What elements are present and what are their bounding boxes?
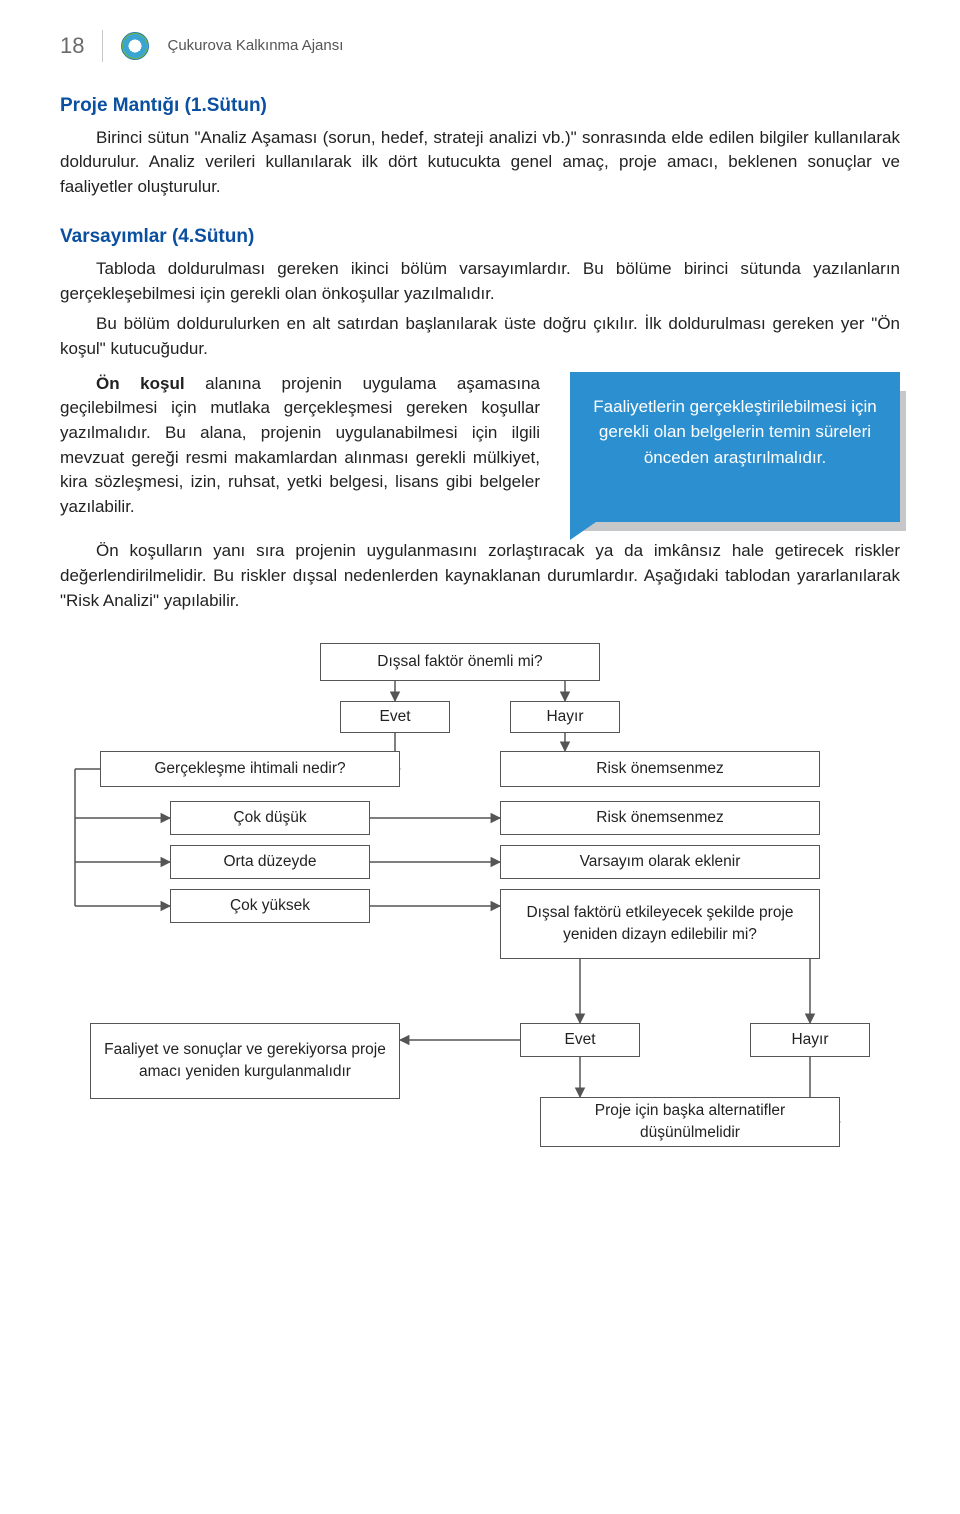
page-header: 18 Çukurova Kalkınma Ajansı <box>60 30 900 62</box>
flow-box-risk2: Risk önemsenmez <box>500 801 820 835</box>
callout-box: Faaliyetlerin gerçekleştirilebilmesi içi… <box>570 372 900 526</box>
risk-flowchart: Dışsal faktör önemli mi? Evet Hayır Gerçekl… <box>60 643 900 1183</box>
flow-box-hayir1: Hayır <box>510 701 620 733</box>
flow-box-q_redesign: Dışsal faktörü etkileyecek şekilde proje… <box>500 889 820 959</box>
section2-paragraph-1: Tabloda doldurulması gereken ikinci bölü… <box>60 257 900 306</box>
section-title-1: Proje Mantığı (1.Sütun) <box>60 92 900 120</box>
header-divider <box>102 30 103 62</box>
section2-paragraph-2: Bu bölüm doldurulurken en alt satırdan b… <box>60 312 900 361</box>
flow-box-q_top: Dışsal faktör önemli mi? <box>320 643 600 681</box>
after-columns-paragraph: Ön koşulların yanı sıra projenin uygulan… <box>60 539 900 613</box>
flow-box-risk1: Risk önemsenmez <box>500 751 820 787</box>
left-column-paragraph: Ön koşul alanına projenin uygulama aşama… <box>60 372 540 520</box>
flow-box-evet1: Evet <box>340 701 450 733</box>
flow-box-faal: Faaliyet ve sonuçlar ve gerekiyorsa proj… <box>90 1023 400 1099</box>
section-title-2: Varsayımlar (4.Sütun) <box>60 223 900 251</box>
flow-box-cd: Çok düşük <box>170 801 370 835</box>
callout-text: Faaliyetlerin gerçekleştirilebilmesi içi… <box>570 372 900 522</box>
flow-box-q_left: Gerçekleşme ihtimali nedir? <box>100 751 400 787</box>
flow-box-od: Orta düzeyde <box>170 845 370 879</box>
flow-box-alt: Proje için başka alternatifler düşünülme… <box>540 1097 840 1147</box>
bold-lead: Ön koşul <box>96 374 185 393</box>
agency-logo-icon <box>121 32 149 60</box>
flow-box-evet2: Evet <box>520 1023 640 1057</box>
flow-box-hayir2: Hayır <box>750 1023 870 1057</box>
flow-box-cy: Çok yüksek <box>170 889 370 923</box>
left-rest: alanına projenin uygulama aşamasına geçi… <box>60 374 540 516</box>
agency-name: Çukurova Kalkınma Ajansı <box>167 35 343 57</box>
flow-box-vars: Varsayım olarak eklenir <box>500 845 820 879</box>
section1-paragraph: Birinci sütun "Analiz Aşaması (sorun, he… <box>60 126 900 200</box>
page-number: 18 <box>60 30 84 62</box>
